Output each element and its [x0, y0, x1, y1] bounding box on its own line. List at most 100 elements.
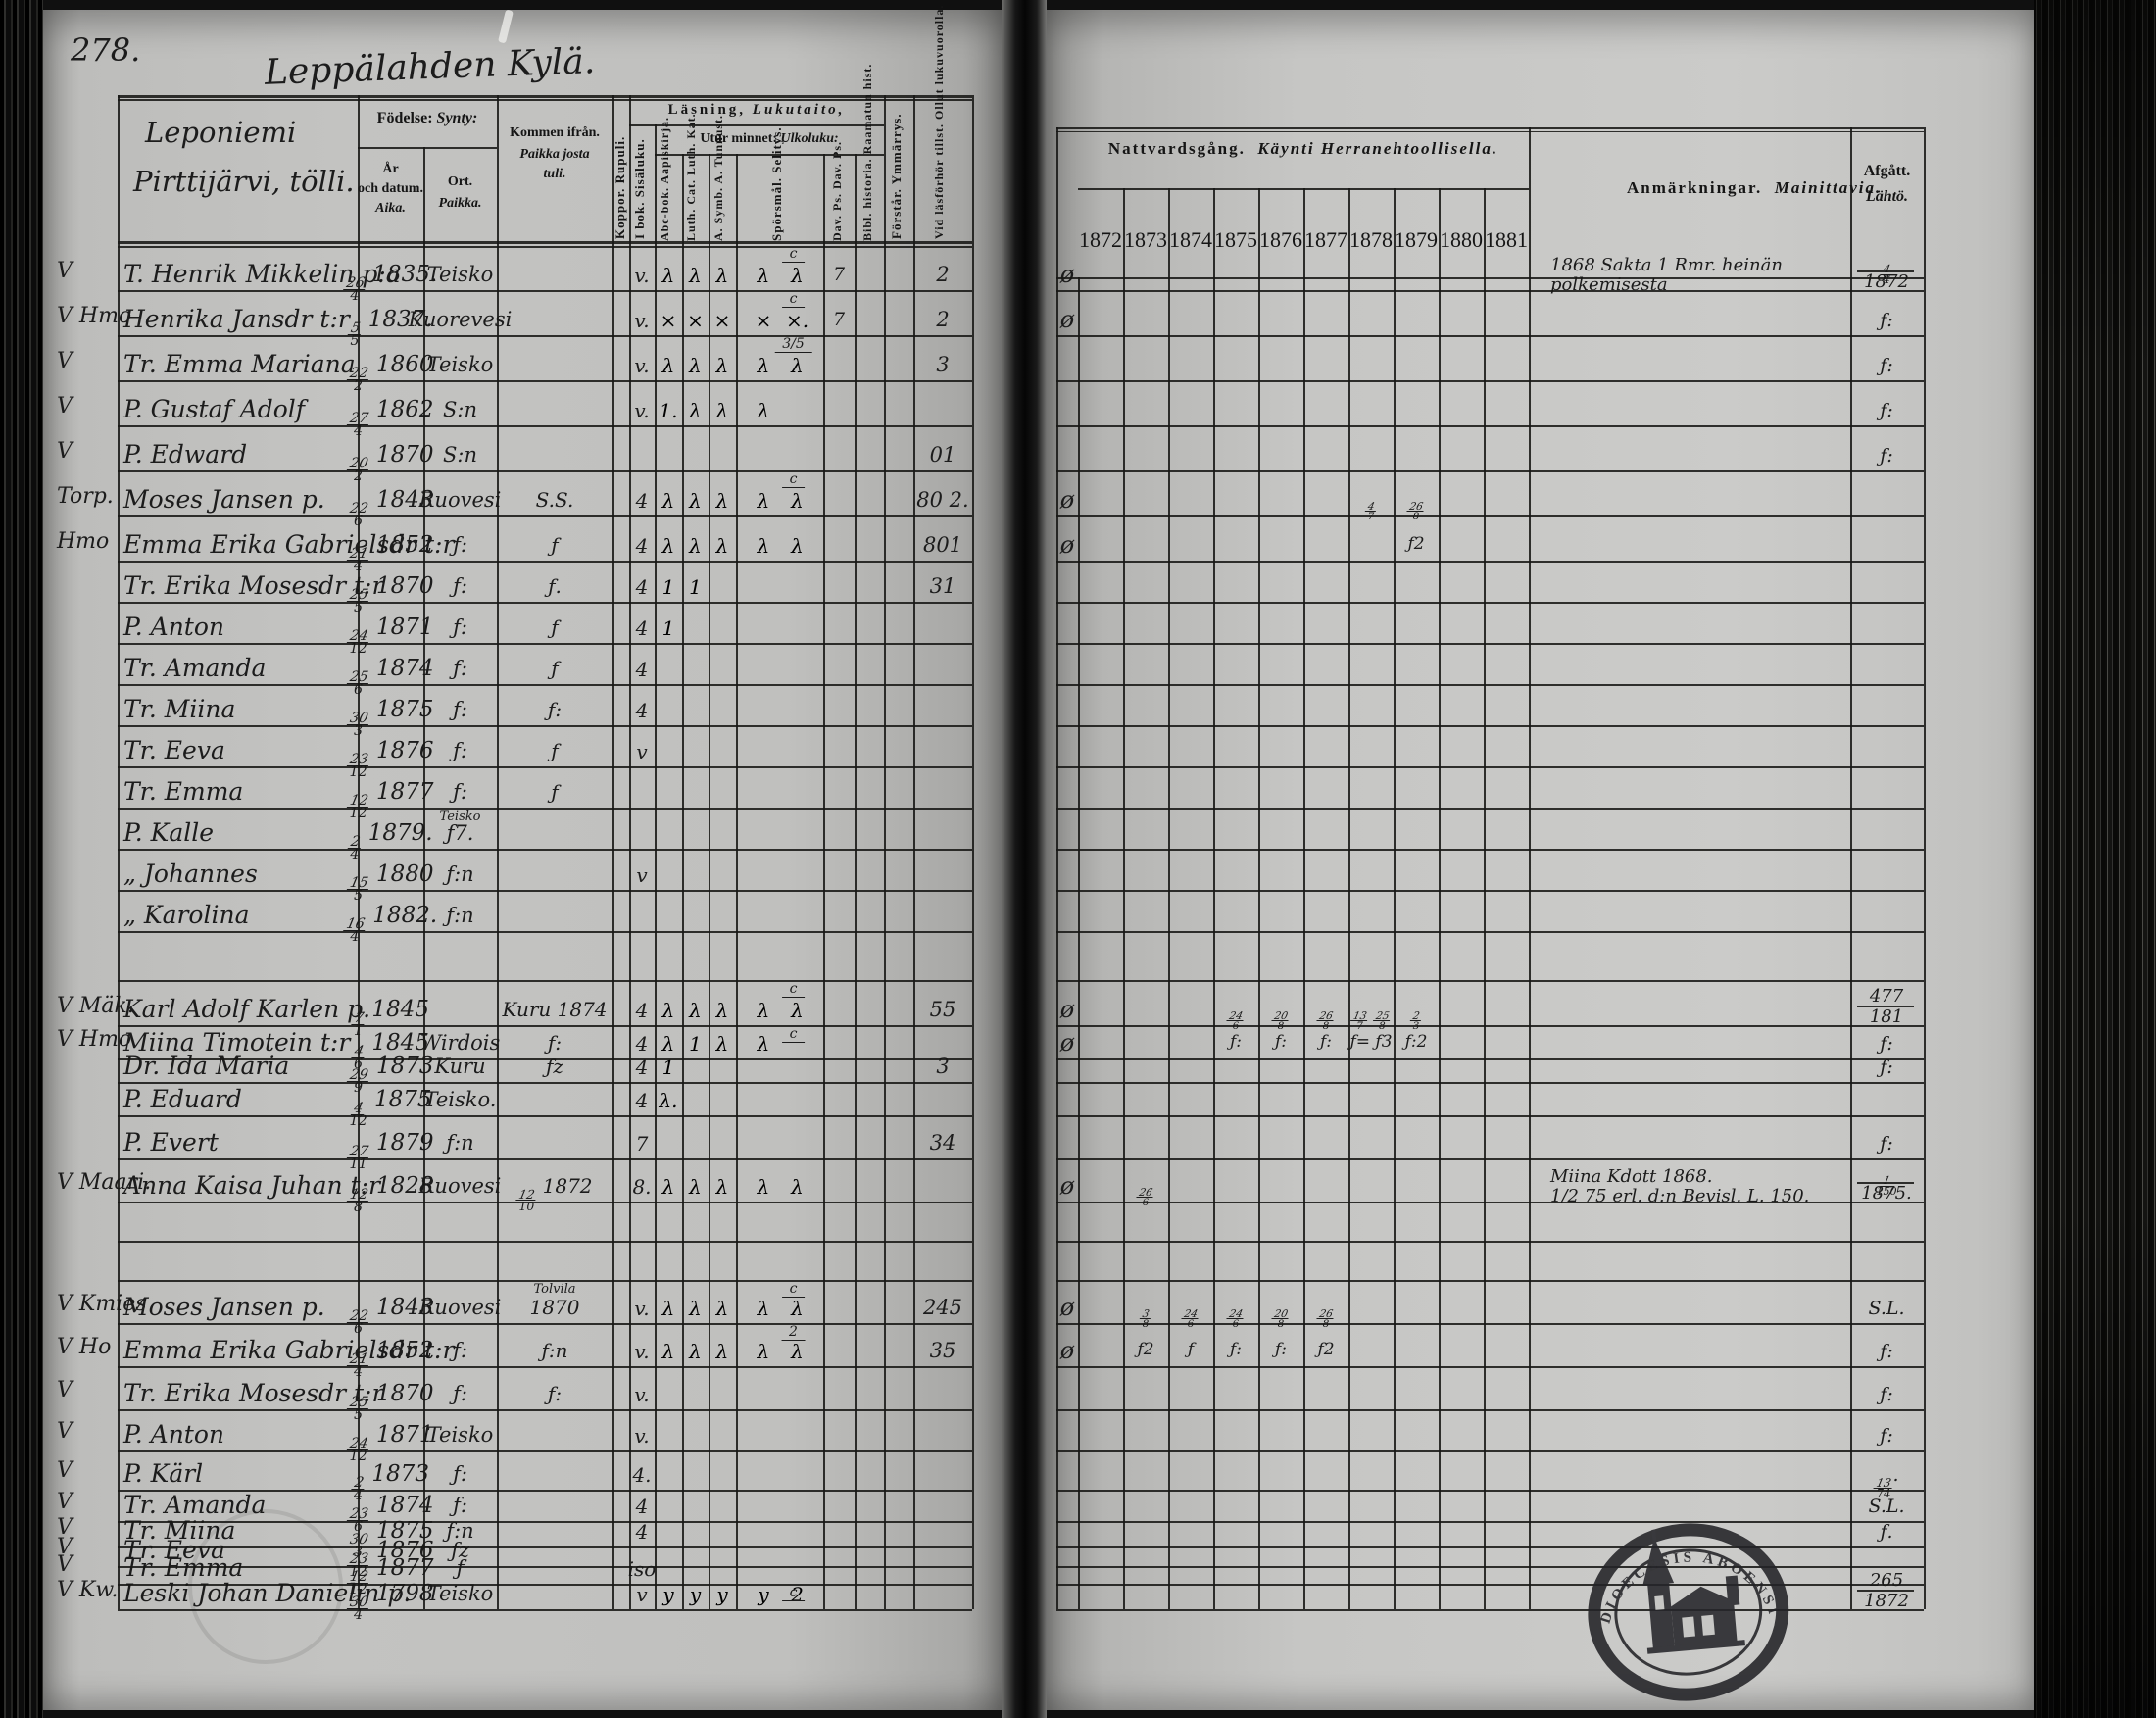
departed-entry: 1 150 [1876, 1174, 1897, 1198]
departed-entry-year: 181 [1869, 1006, 1904, 1027]
margin-mark: Hmo [57, 529, 110, 554]
person-name: P. Anton [123, 1420, 225, 1448]
byheart-mark: λ [715, 1340, 729, 1363]
person-name: P. Eduard [123, 1085, 242, 1113]
birth-header-fi: Synty: [436, 110, 478, 126]
birth-place-header-l1: Ort. [447, 174, 473, 189]
birth-place: ƒ [456, 1556, 465, 1580]
birth-date: 2711 1879 [346, 1130, 434, 1172]
margin-mark: V [57, 1515, 73, 1540]
birth-place: ƒ: [453, 1382, 467, 1405]
remark-line2: 1/2 75 erl. d:n Bevisl. L. 150. [1550, 1186, 1810, 1206]
reading-header-sv: Läsning, [667, 102, 747, 118]
questions-grade-note: c [781, 1585, 806, 1601]
person-name: Tr. Eeva [123, 1536, 225, 1564]
margin-mark: V Kmies [57, 1292, 147, 1316]
year-column-label: 1880 [1440, 227, 1483, 252]
byheart-mark: λ [689, 1297, 702, 1320]
reading-group-header: Läsning, Lukutaito, [629, 102, 884, 119]
birth-place: ƒ:n [446, 862, 474, 886]
byheart-mark: λ [662, 1297, 675, 1320]
departed-entry: ƒ. [1880, 1521, 1893, 1543]
birth-date: 214 1852 [346, 1338, 434, 1380]
birth-place: ƒ: [453, 1494, 467, 1517]
person-name: Dr. Ida Maria [123, 1052, 290, 1080]
reading-in-book-mark: v [636, 740, 648, 763]
questions-grade-note: c [781, 1026, 806, 1043]
kommen-header-l1: Kommen ifrån. [510, 125, 600, 140]
departed-entry: 477 [1869, 986, 1904, 1006]
reading-in-book-mark: v [636, 1583, 648, 1606]
birth-date: 255 1870 [346, 1381, 434, 1423]
scratch-mark [498, 9, 514, 44]
person-name: Emma Erika Gabrielsdr t:r [123, 530, 455, 559]
reading-in-book-mark: 4 [635, 534, 649, 558]
byheart-mark: y [662, 1583, 674, 1606]
kommen-header-l2: Paikka josta [519, 147, 590, 162]
birth-place: Teisko [426, 353, 494, 376]
byheart-mark: λ [662, 1175, 675, 1199]
reading-in-book-mark: v. [634, 1297, 650, 1320]
reading-in-book-mark: 4 [635, 1089, 649, 1112]
questions-grade-note: c [781, 1281, 806, 1298]
questions-mark: λ [791, 534, 804, 558]
year-column-label: 1874 [1169, 227, 1212, 252]
communion-header-fi: Käynti Herranehtoollisella. [1257, 139, 1499, 158]
came-from: ƒ [551, 533, 559, 557]
person-name: P. Gustaf Adolf [123, 395, 306, 423]
byheart-mark: λ [689, 534, 702, 558]
birth-date: 2312 1876 [346, 738, 434, 780]
birth-place: Kuorevesi [408, 308, 513, 331]
margin-mark: V Hmo [57, 1027, 132, 1052]
byheart-mark: λ [757, 354, 770, 377]
examination-number: 35 [929, 1339, 956, 1362]
examination-number: 2 [936, 308, 950, 331]
person-name: P. Evert [123, 1128, 219, 1156]
book-fore-edge [2034, 0, 2156, 1718]
birth-date: 256 1874 [346, 656, 434, 698]
birth-date: 1212 1877 [346, 779, 434, 821]
person-name: „ Johannes [123, 859, 258, 888]
person-name: Tr. Amanda [123, 1491, 267, 1519]
margin-mark: V [57, 349, 73, 373]
questions-mark: λ [791, 489, 804, 513]
right-page [1045, 10, 2036, 1710]
questions-grade-note: c [781, 981, 806, 998]
byheart-mark: λ [715, 399, 729, 422]
byheart-mark: λ [662, 534, 675, 558]
birth-group-header: Födelse: Synty: [358, 110, 497, 127]
byheart-mark: λ [662, 264, 675, 287]
birth-date: 274 1862 [346, 397, 434, 439]
birth-place: ƒ:n [446, 1131, 474, 1154]
year-column-label: 1878 [1349, 227, 1393, 252]
reading-in-book-mark: 4 [635, 575, 649, 599]
biblehistory-col-header: Bibl. historia. Raamatun hist. [860, 64, 874, 241]
remark-line1: 1868 Sakta 1 Rmr. heinän [1550, 255, 1783, 275]
byheart-mark: λ [662, 354, 675, 377]
birth-place: ƒ: [453, 615, 467, 639]
byheart-mark: λ [689, 354, 702, 377]
reading-in-book-mark: 4 [635, 658, 649, 681]
byheart-mark: 1 [662, 1055, 675, 1079]
reading-in-book-mark: v. [634, 399, 650, 422]
person-name: Karl Adolf Karlen p. [123, 995, 371, 1023]
reading-in-book-mark: 4 [635, 1520, 649, 1544]
communion-date: ƒ: [1274, 1340, 1288, 1359]
birth-place: Teisko [426, 263, 494, 286]
margin-mark: V [57, 439, 73, 464]
remarks-header-fi: Mainittavia. [1774, 178, 1883, 197]
departed-entry: ƒ: [1880, 1133, 1893, 1154]
birth-date: 16 4 1882. [342, 903, 438, 946]
person-name: P. Edward [123, 440, 248, 468]
byheart-mark: × [713, 309, 731, 332]
communion-header-sv: Nattvardsgång. [1107, 139, 1246, 158]
person-name: Tr. Eeva [123, 736, 225, 764]
questions-mark: λ [791, 1175, 804, 1199]
came-from: Kuru 1874 [502, 998, 608, 1021]
byheart-mark: λ [662, 1032, 675, 1055]
margin-mark: Torp. [57, 484, 114, 509]
reading-in-book-mark: iso [627, 1557, 657, 1581]
questions-grade-note: 3/5 [774, 336, 812, 353]
communion-date: ƒ: [1319, 1032, 1333, 1052]
